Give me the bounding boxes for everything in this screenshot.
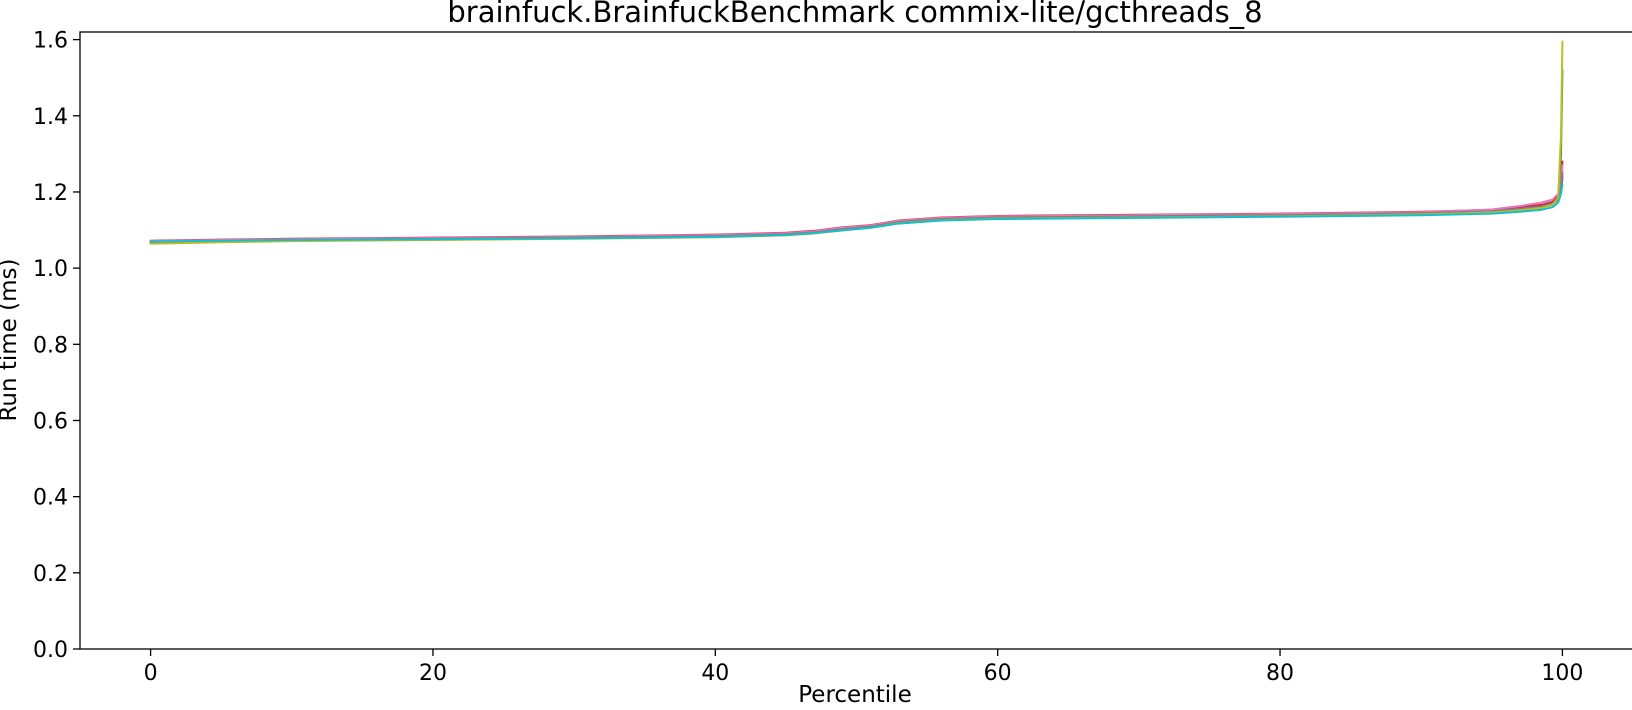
y-tick-label: 1.2 <box>33 181 68 206</box>
y-tick-label: 1.6 <box>33 29 68 54</box>
y-tick-label: 0.0 <box>33 638 68 663</box>
series-line-5 <box>149 173 1564 243</box>
plot-frame <box>79 31 1632 650</box>
x-tick-label: 20 <box>419 661 447 686</box>
x-axis: 0 20 40 60 80 100 <box>144 649 1583 686</box>
y-axis: 0.0 0.2 0.4 0.6 0.8 1.0 1.2 1.4 1.6 <box>33 29 80 663</box>
series-layer <box>149 40 1564 245</box>
y-tick-label: 1.4 <box>33 105 68 130</box>
series-line-6 <box>149 177 1564 244</box>
x-axis-label: Percentile <box>798 682 911 708</box>
x-tick-label: 0 <box>144 661 158 686</box>
x-tick-label: 40 <box>701 661 729 686</box>
x-tick-label: 60 <box>984 661 1012 686</box>
series-line-1 <box>149 175 1564 243</box>
chart-title: brainfuck.BrainfuckBenchmark commix-lite… <box>447 0 1262 29</box>
series-line-8 <box>149 171 1564 244</box>
series-line-10 <box>149 183 1564 243</box>
y-tick-label: 0.2 <box>33 562 68 587</box>
x-tick-label: 100 <box>1541 661 1583 686</box>
y-tick-label: 0.8 <box>33 333 68 358</box>
y-axis-label: Run time (ms) <box>0 258 22 421</box>
y-tick-label: 0.4 <box>33 486 68 511</box>
y-tick-label: 0.6 <box>33 409 68 434</box>
y-tick-label: 1.0 <box>33 257 68 282</box>
x-tick-label: 80 <box>1266 661 1294 686</box>
series-line-2 <box>149 168 1564 244</box>
